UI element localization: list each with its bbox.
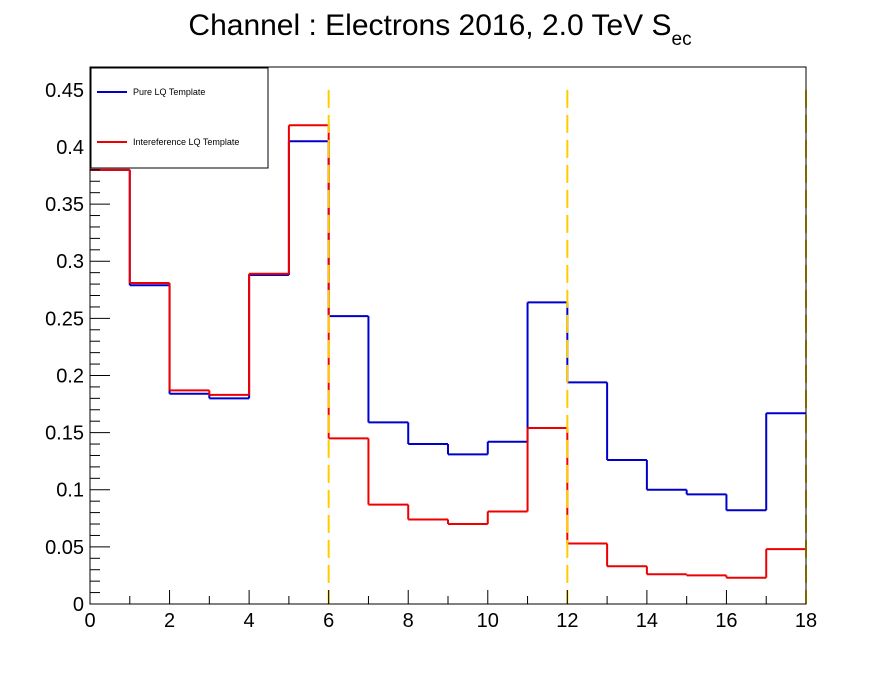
y-tick-label: 0.35 [45,194,84,216]
x-tick-label: 14 [636,610,658,632]
y-tick-label: 0.15 [45,423,84,445]
y-tick-label: 0.25 [45,308,84,330]
y-tick-label: 0.3 [56,251,84,273]
histogram-series-layer [90,124,806,579]
x-axis: 0 2 4 6 8 10 12 14 16 18 [84,590,817,632]
legend-box [90,67,269,169]
y-tick-label: 0.05 [45,537,84,559]
y-tick-label: 0.2 [56,365,84,387]
x-tick-label: 12 [556,610,578,632]
y-tick-label: 0.4 [56,137,84,159]
x-tick-label: 18 [795,610,817,632]
x-tick-label: 2 [164,610,175,632]
x-tick-label: 10 [477,610,499,632]
series-1 [90,124,806,579]
legend-label-interference: Intereference LQ Template [133,137,239,147]
x-tick-label: 8 [403,610,414,632]
y-tick-label: 0.1 [56,480,84,502]
y-axis: 0 0.05 0.1 0.15 0.2 0.25 0.3 0.35 0.4 0.45 [45,66,110,616]
x-tick-label: 4 [244,610,255,632]
legend-label-pure: Pure LQ Template [133,87,205,97]
legend: Pure LQ Template Intereference LQ Templa… [90,67,269,169]
chart-title: Channel : Electrons 2016, 2.0 TeV Sec [188,9,691,50]
x-tick-label: 16 [715,610,737,632]
chart-title-subscript: ec [672,29,692,50]
x-tick-label: 6 [323,610,334,632]
y-tick-label: 0 [73,594,84,616]
y-tick-label: 0.45 [45,80,84,102]
chart-title-main: Channel : Electrons 2016, 2.0 TeV S [188,9,671,42]
x-tick-label: 0 [84,610,95,632]
